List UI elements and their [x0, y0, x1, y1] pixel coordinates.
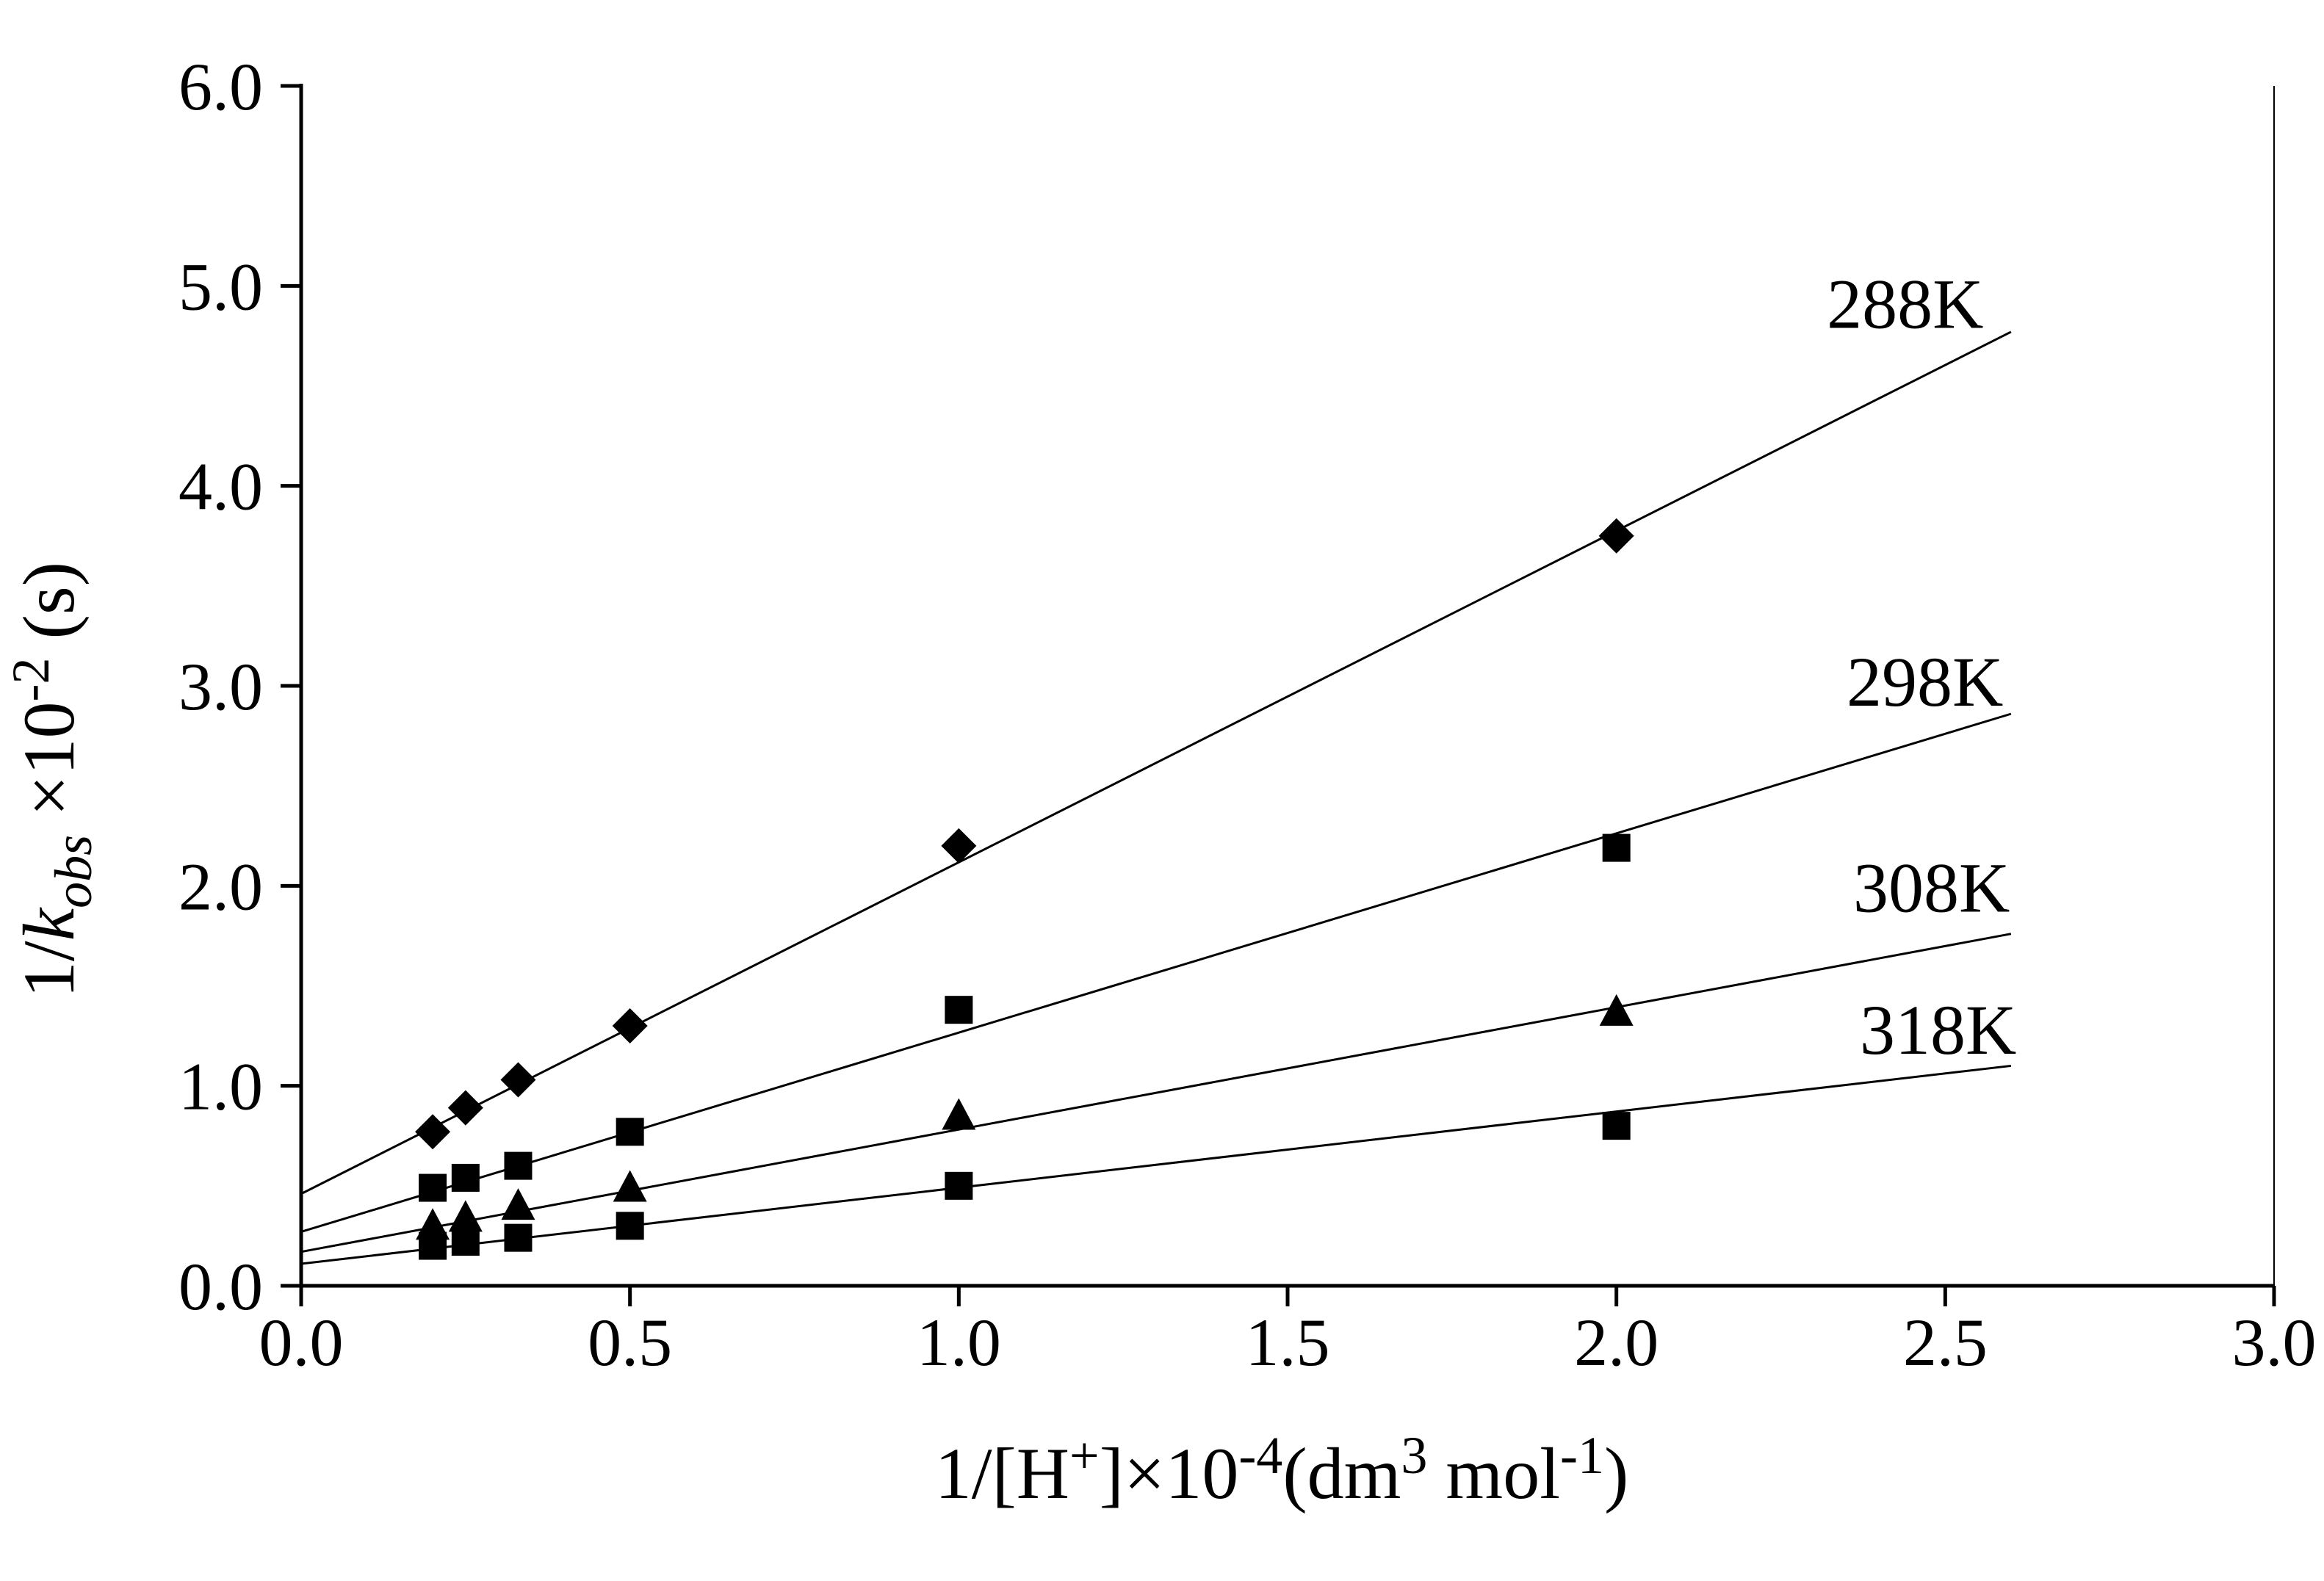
diamond-marker-288K	[447, 1090, 483, 1126]
series-label-308K: 308K	[1853, 849, 2010, 927]
y-tick-label: 6.0	[178, 49, 263, 124]
square-marker-298K	[419, 1173, 447, 1202]
trendline-308K	[300, 933, 2012, 1253]
x-tick-label: 2.0	[1574, 1305, 1659, 1380]
x-tick-label: 1.0	[917, 1305, 1001, 1380]
x-tick-label: 0.5	[588, 1305, 672, 1380]
trendline-298K	[300, 712, 2012, 1233]
triangle-marker-308K	[613, 1170, 647, 1202]
square-marker-318K	[504, 1223, 533, 1252]
square-marker-298K	[945, 996, 973, 1024]
series-label-288K: 288K	[1827, 265, 1983, 344]
y-axis-title: 1/kobs ×10-2 (s)	[1, 562, 103, 998]
y-tick-label: 2.0	[178, 849, 263, 924]
square-marker-298K	[616, 1118, 644, 1146]
square-marker-298K	[451, 1163, 480, 1192]
x-tick-label: 2.5	[1903, 1305, 1988, 1380]
x-tick-label: 3.0	[2232, 1305, 2317, 1380]
square-marker-318K	[1602, 1112, 1631, 1140]
square-marker-318K	[419, 1231, 447, 1260]
series-label-318K: 318K	[1860, 991, 2016, 1069]
y-tick-label: 4.0	[178, 449, 263, 524]
diamond-marker-288K	[415, 1114, 451, 1150]
triangle-marker-308K	[448, 1200, 483, 1232]
square-marker-298K	[504, 1151, 533, 1180]
triangle-marker-308K	[501, 1188, 535, 1220]
y-tick-label: 1.0	[178, 1049, 263, 1124]
diamond-marker-288K	[941, 828, 977, 864]
trendline-318K	[300, 1064, 2012, 1265]
x-tick-label: 1.5	[1246, 1305, 1330, 1380]
series-label-298K: 298K	[1847, 643, 2003, 721]
triangle-marker-308K	[1599, 994, 1634, 1026]
y-tick-label: 0.0	[178, 1249, 263, 1324]
diamond-marker-288K	[612, 1007, 648, 1043]
diamond-marker-288K	[1598, 518, 1634, 554]
x-tick-label: 0.0	[259, 1305, 344, 1380]
square-marker-298K	[1602, 833, 1631, 862]
x-axis-title: 1/[H+]×10-4(dm3 mol-1)	[935, 1426, 1629, 1514]
y-tick-label: 3.0	[178, 649, 263, 724]
square-marker-318K	[451, 1228, 480, 1256]
square-marker-318K	[616, 1212, 644, 1240]
trendline-288K	[300, 330, 2012, 1195]
triangle-marker-308K	[942, 1098, 976, 1130]
diamond-marker-288K	[500, 1062, 536, 1098]
y-tick-label: 5.0	[178, 249, 263, 324]
square-marker-318K	[945, 1171, 973, 1200]
